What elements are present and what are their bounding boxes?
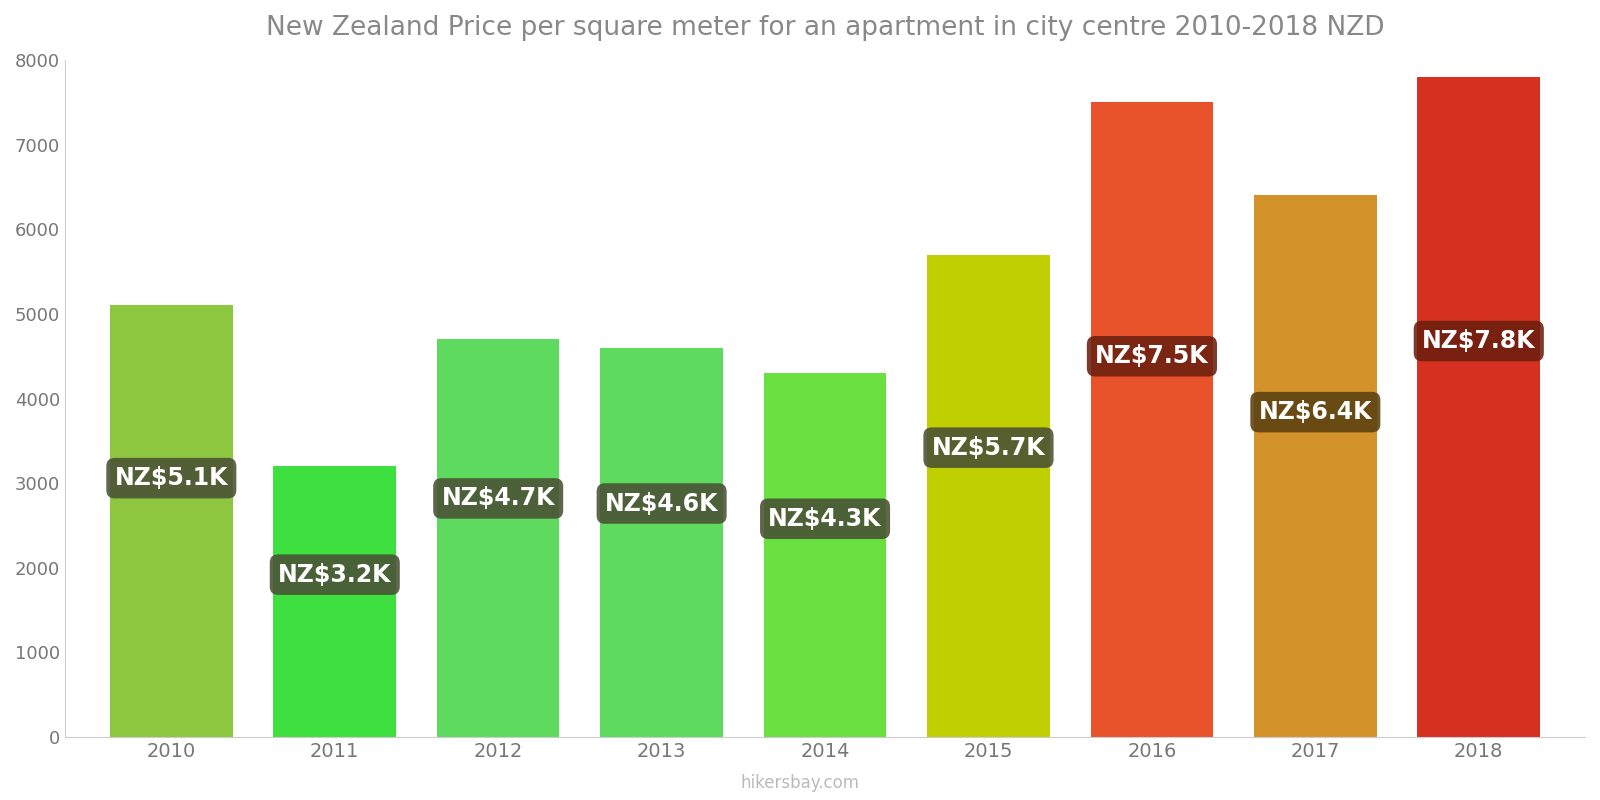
Bar xyxy=(600,348,723,737)
Text: NZ$7.8K: NZ$7.8K xyxy=(1422,329,1536,353)
Text: NZ$4.3K: NZ$4.3K xyxy=(768,506,882,530)
Text: NZ$3.2K: NZ$3.2K xyxy=(278,562,392,586)
Bar xyxy=(437,339,560,737)
Text: hikersbay.com: hikersbay.com xyxy=(741,774,859,792)
Text: NZ$6.4K: NZ$6.4K xyxy=(1259,400,1373,424)
Text: NZ$4.6K: NZ$4.6K xyxy=(605,491,718,515)
Text: NZ$5.7K: NZ$5.7K xyxy=(931,436,1045,460)
Bar xyxy=(110,306,232,737)
Text: NZ$5.1K: NZ$5.1K xyxy=(115,466,229,490)
Bar xyxy=(1254,195,1376,737)
Bar xyxy=(926,254,1050,737)
Bar xyxy=(274,466,397,737)
Bar xyxy=(763,373,886,737)
Text: NZ$7.5K: NZ$7.5K xyxy=(1094,344,1208,368)
Bar xyxy=(1418,77,1541,737)
Title: New Zealand Price per square meter for an apartment in city centre 2010-2018 NZD: New Zealand Price per square meter for a… xyxy=(266,15,1384,41)
Bar xyxy=(1091,102,1213,737)
Text: NZ$4.7K: NZ$4.7K xyxy=(442,486,555,510)
